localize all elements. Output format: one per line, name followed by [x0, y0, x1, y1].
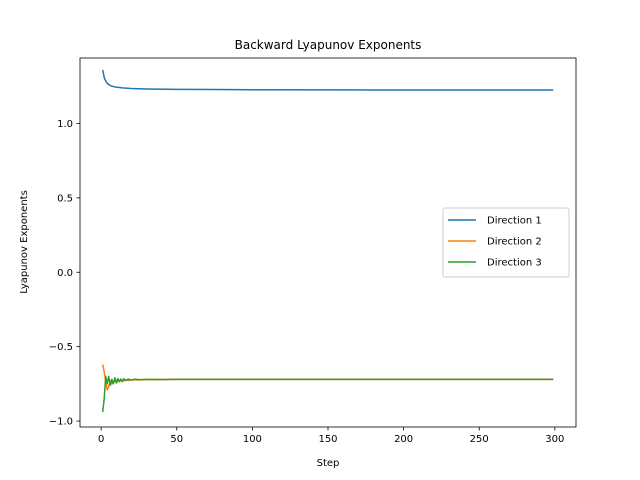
x-tick-label: 100 [243, 434, 262, 445]
legend: Direction 1 Direction 2 Direction 3 [442, 207, 570, 278]
x-tick-label: 250 [470, 434, 489, 445]
series-line-1 [101, 69, 554, 91]
series-line-3 [101, 375, 554, 413]
y-axis: −1.0 −0.5 0.0 0.5 1.0 [49, 119, 80, 428]
x-tick-label: 150 [318, 434, 337, 445]
y-tick-label: −1.0 [49, 417, 73, 428]
x-axis-label: Step [317, 458, 340, 469]
chart-title: Backward Lyapunov Exponents [235, 38, 422, 52]
series-lines [101, 69, 554, 413]
y-tick-label: 1.0 [57, 119, 73, 130]
x-axis: 0 50 100 150 200 250 300 [98, 427, 564, 445]
legend-label-1: Direction 1 [487, 216, 542, 227]
x-tick-label: 0 [98, 434, 104, 445]
y-tick-label: −0.5 [49, 342, 73, 353]
legend-box [442, 207, 570, 278]
x-tick-label: 50 [170, 434, 183, 445]
x-tick-label: 300 [545, 434, 564, 445]
legend-label-2: Direction 2 [487, 237, 542, 248]
y-tick-label: 0.5 [57, 193, 73, 204]
y-tick-label: 0.0 [57, 268, 73, 279]
legend-label-3: Direction 3 [487, 258, 542, 269]
x-tick-label: 200 [394, 434, 413, 445]
y-axis-label: Lyapunov Exponents [19, 190, 30, 294]
